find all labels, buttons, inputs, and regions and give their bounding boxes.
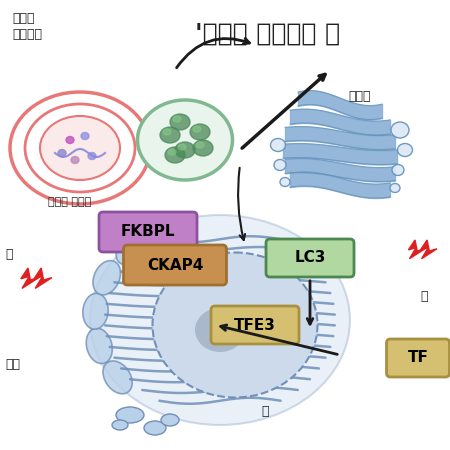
Ellipse shape xyxy=(40,116,120,180)
Text: 핵: 핵 xyxy=(261,405,269,418)
Ellipse shape xyxy=(83,293,108,329)
Ellipse shape xyxy=(196,142,204,148)
Ellipse shape xyxy=(392,165,404,176)
Text: 스: 스 xyxy=(420,290,428,303)
Ellipse shape xyxy=(116,234,147,265)
Ellipse shape xyxy=(88,153,96,159)
Text: 스: 스 xyxy=(5,248,13,261)
Text: CKAP4: CKAP4 xyxy=(147,257,203,273)
Ellipse shape xyxy=(144,421,166,435)
Ellipse shape xyxy=(90,215,350,425)
Ellipse shape xyxy=(163,129,171,135)
Text: TF: TF xyxy=(408,351,428,365)
Ellipse shape xyxy=(274,159,286,171)
Ellipse shape xyxy=(103,361,132,394)
Ellipse shape xyxy=(270,139,285,152)
Polygon shape xyxy=(420,240,437,259)
FancyBboxPatch shape xyxy=(123,245,226,285)
FancyBboxPatch shape xyxy=(211,306,299,344)
Ellipse shape xyxy=(160,127,180,143)
Text: '소기관 스트레스 극: '소기관 스트레스 극 xyxy=(195,22,340,46)
Polygon shape xyxy=(21,268,39,288)
FancyBboxPatch shape xyxy=(99,212,197,252)
Ellipse shape xyxy=(195,308,245,352)
Polygon shape xyxy=(409,240,425,259)
Ellipse shape xyxy=(168,149,176,155)
Text: 소포체: 소포체 xyxy=(12,12,35,25)
Text: LC3: LC3 xyxy=(294,251,326,266)
Ellipse shape xyxy=(71,157,79,163)
FancyBboxPatch shape xyxy=(266,239,354,277)
Text: 자가포식: 자가포식 xyxy=(12,28,42,41)
Ellipse shape xyxy=(165,147,185,163)
Ellipse shape xyxy=(81,132,89,140)
Ellipse shape xyxy=(116,407,144,423)
Ellipse shape xyxy=(190,124,210,140)
Ellipse shape xyxy=(390,184,400,193)
Polygon shape xyxy=(34,268,52,288)
Ellipse shape xyxy=(161,414,179,426)
FancyBboxPatch shape xyxy=(387,339,450,377)
Ellipse shape xyxy=(178,144,186,150)
Ellipse shape xyxy=(58,149,66,157)
Ellipse shape xyxy=(93,261,121,295)
Ellipse shape xyxy=(138,100,233,180)
Ellipse shape xyxy=(66,136,74,144)
Ellipse shape xyxy=(280,177,290,186)
Text: FKBPL: FKBPL xyxy=(121,225,175,239)
Text: 골지체: 골지체 xyxy=(349,90,371,103)
Ellipse shape xyxy=(391,122,409,138)
Text: 손상된 소포체: 손상된 소포체 xyxy=(49,197,92,207)
Ellipse shape xyxy=(153,252,318,397)
Ellipse shape xyxy=(86,328,112,364)
Ellipse shape xyxy=(112,420,128,430)
Ellipse shape xyxy=(193,140,213,156)
Ellipse shape xyxy=(175,142,195,158)
Ellipse shape xyxy=(193,126,201,132)
Text: 포체: 포체 xyxy=(5,358,20,371)
Ellipse shape xyxy=(397,144,413,157)
Ellipse shape xyxy=(173,116,181,122)
Ellipse shape xyxy=(170,114,190,130)
Text: TFE3: TFE3 xyxy=(234,318,276,333)
